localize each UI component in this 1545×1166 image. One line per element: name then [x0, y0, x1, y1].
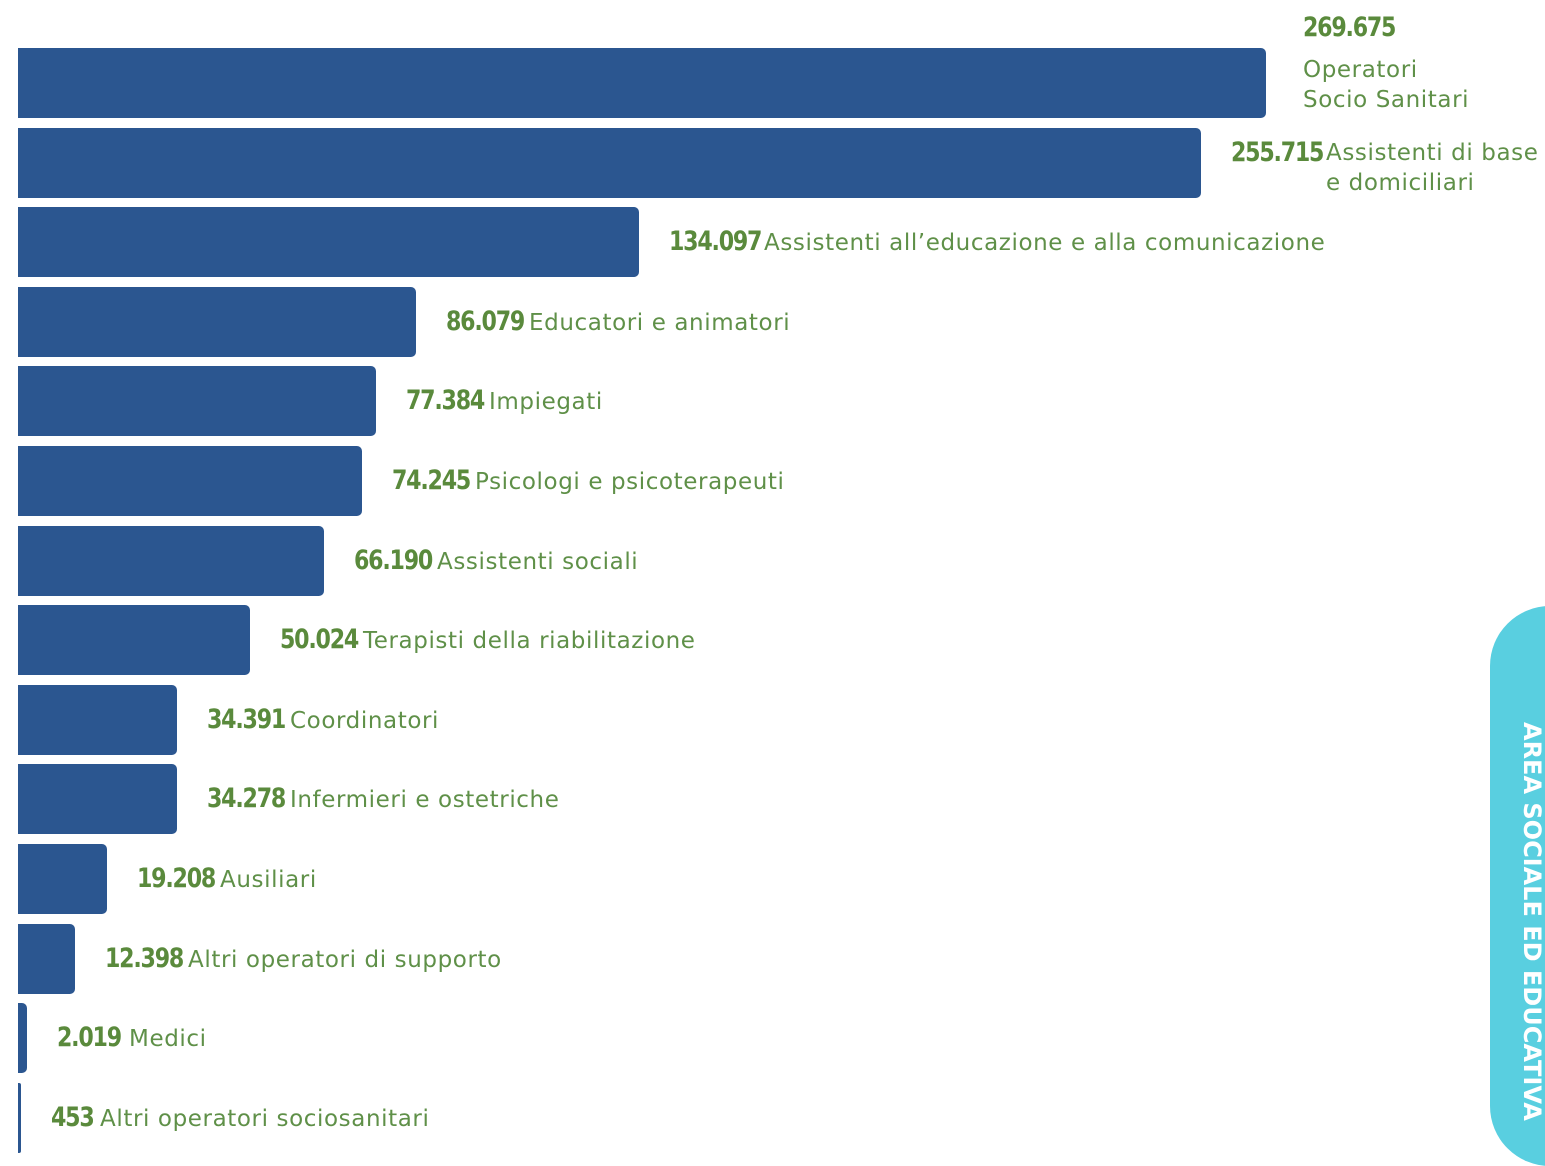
bar-category-label-line: Impiegati [489, 389, 603, 415]
bar-value-label: 77.384 [406, 385, 485, 416]
section-side-tab-label: AREA SOCIALE ED EDUCATIVA [1518, 722, 1545, 1121]
bar-category-label: Educatori e animatori [529, 308, 790, 338]
bar-category-label: Assistenti all’educazione e alla comunic… [764, 228, 1325, 258]
bar-value-label: 34.391 [207, 704, 286, 735]
bar-value-label: 66.190 [354, 545, 433, 576]
bar-category-label-line: Psicologi e psicoterapeuti [475, 469, 785, 495]
bar-category-label-line: Operatori [1303, 57, 1418, 83]
bar-category-label-line: Ausiliari [220, 867, 317, 893]
bar-value-label: 12.398 [105, 943, 184, 974]
bar-category-label: Assistenti di base e domiciliari [1326, 138, 1538, 198]
bar-category-label-line: Infermieri e ostetriche [290, 787, 560, 813]
bar-value-label: 50.024 [280, 624, 359, 655]
bar-category-label-line: Coordinatori [290, 708, 440, 734]
bar-category-label-line: Assistenti all’educazione e alla comunic… [764, 230, 1326, 256]
bar [18, 446, 362, 516]
bar [18, 764, 177, 834]
bar [18, 48, 1266, 118]
bar-category-label-line: Assistenti sociali [437, 549, 639, 575]
bar [18, 287, 416, 357]
bar-value-label: 453 [51, 1102, 95, 1133]
bar [18, 526, 324, 596]
bar [18, 1003, 27, 1073]
bar [18, 685, 177, 755]
bar [18, 366, 376, 436]
bar-value-label: 19.208 [137, 863, 216, 894]
bar-category-label: Assistenti sociali [437, 547, 638, 577]
bar [18, 207, 639, 277]
bar [18, 924, 75, 994]
bar-category-label-line: Altri operatori di supporto [188, 947, 502, 973]
bar-category-label: Medici [129, 1024, 207, 1054]
bar-value-label: 34.278 [207, 783, 286, 814]
bar-category-label: Operatori Socio Sanitari [1303, 55, 1469, 115]
bar-category-label-line: Socio Sanitari [1303, 87, 1470, 113]
bar-category-label-line: Altri operatori sociosanitari [100, 1106, 430, 1132]
bar-value-label: 74.245 [392, 465, 471, 496]
bar-value-label: 134.097 [669, 226, 762, 257]
bar-category-label-line: Terapisti della riabilitazione [363, 628, 696, 654]
bar [18, 844, 107, 914]
bar-category-label-line: Educatori e animatori [529, 310, 791, 336]
bar-value-label: 269.675 [1303, 12, 1396, 43]
bar-category-label: Infermieri e ostetriche [290, 785, 559, 815]
bar-category-label-line: Medici [129, 1026, 207, 1052]
horizontal-bar-chart: 269.675 Operatori Socio Sanitari 255.715 Ass… [18, 12, 1538, 1153]
bar [18, 1083, 21, 1153]
bar-value-label: 86.079 [446, 306, 525, 337]
bar-category-label: Impiegati [489, 387, 603, 417]
bar-category-label: Coordinatori [290, 706, 439, 736]
bar-category-label: Psicologi e psicoterapeuti [475, 467, 785, 497]
bar-category-label: Altri operatori di supporto [188, 945, 502, 975]
bar-category-label: Altri operatori sociosanitari [100, 1104, 429, 1134]
bar-category-label: Terapisti della riabilitazione [363, 626, 696, 656]
bar-value-label: 255.715 [1231, 137, 1324, 168]
bar-value-label: 2.019 [57, 1022, 122, 1053]
bar-category-label: Ausiliari [220, 865, 317, 895]
bar-category-label-line: Assistenti di base [1326, 140, 1539, 166]
section-side-tab [1490, 606, 1545, 1166]
bar [18, 605, 250, 675]
bar [18, 128, 1201, 198]
bar-category-label-line: e domiciliari [1326, 170, 1475, 196]
